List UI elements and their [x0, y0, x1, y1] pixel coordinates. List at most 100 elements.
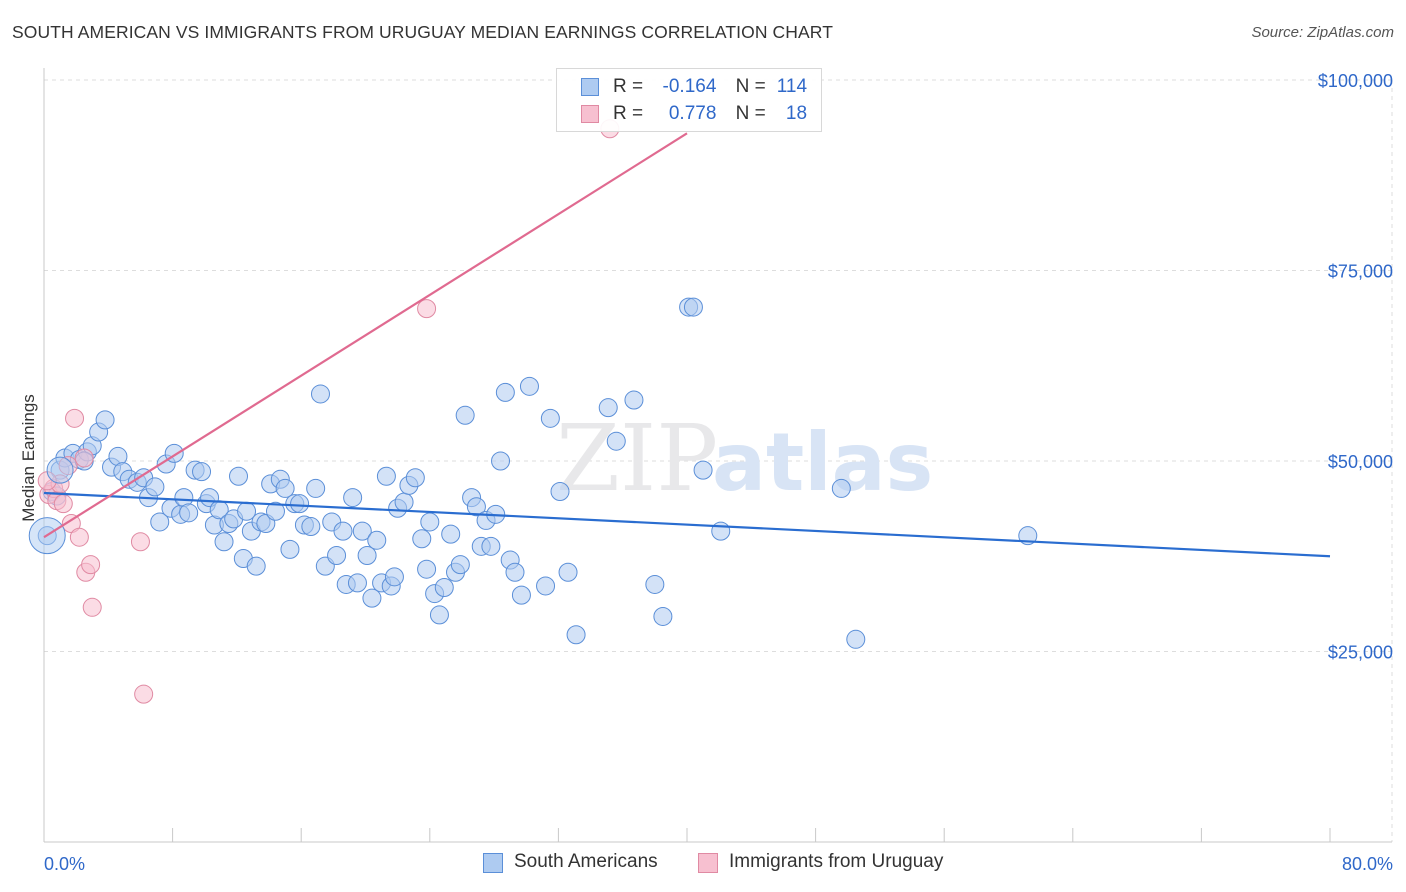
point-south-americans	[711, 521, 731, 541]
point-south-americans	[357, 545, 377, 565]
y-tick-label: $25,000	[1328, 643, 1393, 663]
axes	[43, 68, 1392, 843]
point-south-americans	[310, 384, 330, 404]
legend-text: R = 0.778 N = 18	[613, 103, 807, 125]
point-south-americans	[306, 478, 326, 498]
r-label: R =	[613, 76, 644, 97]
point-south-americans	[598, 398, 618, 418]
point-south-americans	[301, 517, 321, 537]
point-south-americans	[624, 390, 644, 410]
point-south-americans	[343, 488, 363, 508]
r-value: 0.778	[668, 103, 717, 124]
legend-swatch-blue	[581, 78, 599, 96]
point-south-americans	[566, 625, 586, 645]
x-tick-label: 80.0%	[1342, 854, 1393, 874]
point-south-americans	[179, 503, 199, 523]
point-south-americans	[352, 521, 372, 541]
point-south-americans	[246, 556, 266, 576]
point-uruguay	[53, 494, 73, 514]
point-south-americans	[327, 545, 347, 565]
point-south-americans	[466, 497, 486, 517]
point-south-americans	[441, 524, 461, 544]
point-south-americans	[405, 468, 425, 488]
point-uruguay	[134, 684, 154, 704]
point-south-americans	[420, 512, 440, 532]
watermark-atlas: atlas	[712, 416, 933, 509]
point-south-americans	[429, 605, 449, 625]
y-tick-label: $75,000	[1328, 262, 1393, 282]
point-south-americans	[536, 576, 556, 596]
correlation-legend: R = -0.164 N = 114 R = 0.778 N = 18	[556, 68, 822, 132]
point-south-americans	[384, 567, 404, 587]
legend-label: Immigrants from Uruguay	[729, 851, 944, 872]
point-south-americans	[653, 606, 673, 626]
legend-label: South Americans	[514, 851, 658, 872]
point-south-americans	[214, 532, 234, 552]
point-south-americans	[645, 574, 665, 594]
point-south-americans	[412, 529, 432, 549]
r-label: R =	[613, 103, 644, 124]
point-uruguay	[81, 555, 101, 575]
point-south-americans	[265, 501, 285, 521]
legend-swatch-blue	[483, 853, 503, 873]
point-south-americans	[192, 462, 212, 482]
point-uruguay	[65, 408, 85, 428]
y-tick-label: $100,000	[1318, 71, 1393, 91]
grid-lines	[44, 79, 1393, 842]
n-value: 114	[776, 76, 808, 97]
point-south-americans	[519, 376, 539, 396]
point-south-americans	[150, 512, 170, 532]
legend-text: R = -0.164 N = 114	[613, 76, 807, 98]
point-south-americans	[376, 466, 396, 486]
point-south-americans	[540, 408, 560, 428]
point-south-americans	[362, 588, 382, 608]
point-south-americans	[831, 478, 851, 498]
axis-labels: $25,000 $50,000 $75,000 $100,000 0.0% 80.0%	[44, 71, 1393, 874]
point-south-americans	[683, 297, 703, 317]
point-south-americans	[550, 481, 570, 501]
point-south-americans	[145, 477, 165, 497]
point-south-americans	[280, 539, 300, 559]
point-south-americans	[434, 577, 454, 597]
chart-source: Source: ZipAtlas.com	[1251, 24, 1394, 41]
point-south-americans	[455, 405, 475, 425]
y-axis-label: Median Earnings	[19, 394, 38, 522]
trend-lines	[43, 132, 1331, 558]
legend-swatch-pink	[581, 105, 599, 123]
point-south-americans	[367, 530, 387, 550]
point-south-americans	[846, 629, 866, 649]
watermark: ZIP atlas	[556, 405, 933, 512]
point-south-americans	[481, 536, 501, 556]
n-label: N =	[735, 103, 766, 124]
point-south-americans	[495, 382, 515, 402]
n-label: N =	[735, 76, 766, 97]
point-south-americans	[229, 466, 249, 486]
point-uruguay	[82, 597, 102, 617]
legend-swatch-pink	[698, 853, 718, 873]
chart-title: SOUTH AMERICAN VS IMMIGRANTS FROM URUGUA…	[12, 22, 834, 42]
point-south-americans	[347, 573, 367, 593]
point-south-americans	[491, 451, 511, 471]
point-uruguay	[130, 532, 150, 552]
point-south-americans	[394, 492, 414, 512]
point-uruguay	[74, 448, 94, 468]
point-uruguay	[69, 527, 89, 547]
y-tick-label: $50,000	[1328, 452, 1393, 472]
trend-line-south-americans	[43, 491, 1331, 558]
data-points	[28, 119, 1038, 704]
point-uruguay	[417, 299, 437, 319]
point-south-americans	[511, 585, 531, 605]
r-value: -0.164	[662, 76, 717, 97]
point-south-americans	[95, 410, 115, 430]
point-south-americans	[606, 431, 626, 451]
point-south-americans	[693, 460, 713, 480]
point-south-americans	[558, 562, 578, 582]
point-south-americans	[450, 555, 470, 575]
point-south-americans	[290, 494, 310, 514]
point-south-americans	[417, 559, 437, 579]
trend-line-uruguay	[43, 132, 688, 539]
point-south-americans	[333, 521, 353, 541]
watermark-zip: ZIP	[556, 405, 718, 512]
point-south-americans	[46, 456, 74, 484]
